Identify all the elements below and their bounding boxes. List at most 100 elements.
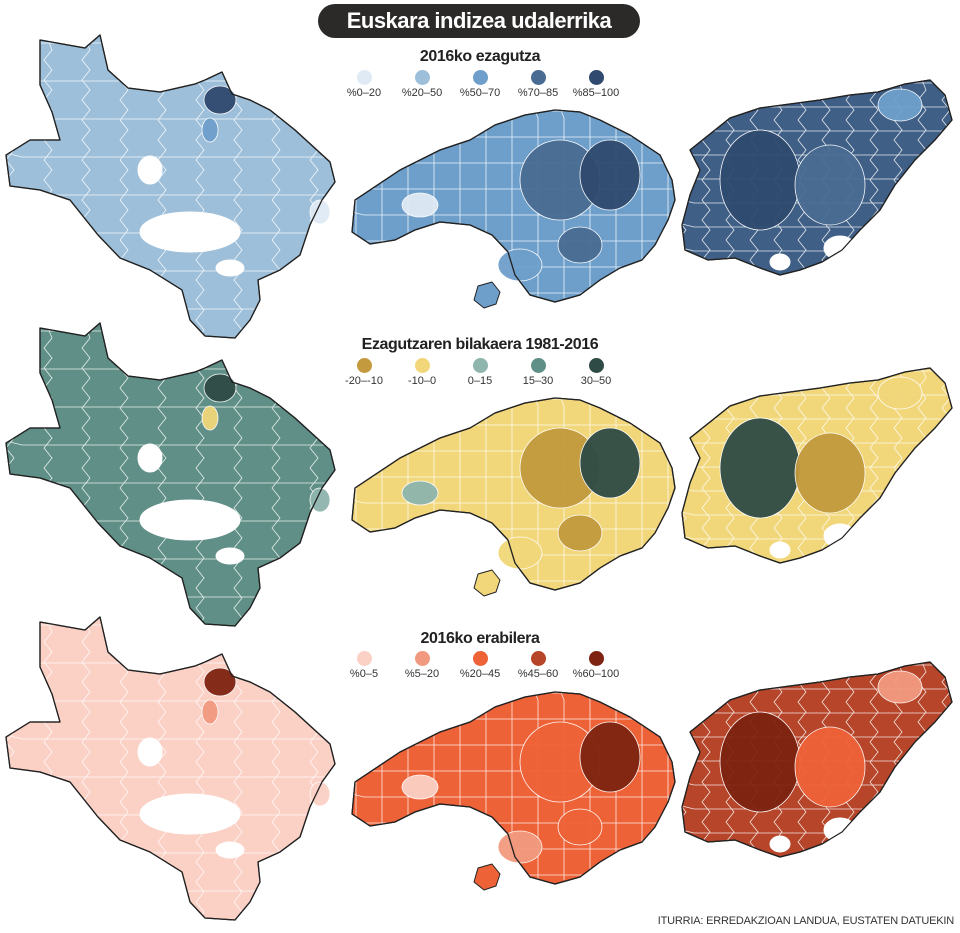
municipality-accent [401,774,439,800]
legend-item: %45–60 [509,651,567,680]
blank-area [137,737,163,767]
region-araba [5,322,336,627]
outline-araba [5,616,336,921]
outline-gipuzkoa [681,79,953,276]
legend-item: -10–0 [393,358,451,387]
region-araba [5,616,336,921]
legend-item: %0–20 [335,70,393,99]
legend-label: %85–100 [572,87,620,99]
legend-swatch [414,358,430,373]
blank-area [823,523,857,549]
blank-area [139,211,241,253]
legend-label: %60–100 [572,668,620,680]
blank-area [137,155,163,185]
municipality-accent [309,781,331,807]
municipality-accent [877,88,923,122]
region-island [473,281,501,309]
blank-area [137,443,163,473]
municipality-accent [497,830,543,864]
municipality-accent [309,199,331,225]
legend-swatch [530,358,546,373]
region-island [473,863,501,891]
legend-swatch [356,358,372,373]
legend-item: %0–5 [335,651,393,680]
municipality-accent [401,192,439,218]
municipality-accent [203,373,237,403]
blank-area [215,259,245,277]
panel-title-knowledge: 2016ko ezagutza [419,48,541,65]
municipality-accent [557,514,603,552]
blank-area [769,541,791,559]
municipality-accent [557,808,603,846]
outline-araba [5,322,336,627]
legend-label: %70–85 [517,87,559,99]
municipality-accent [203,85,237,115]
legend-swatch [588,358,604,373]
panel-title-usage: 2016ko erabilera [420,630,540,647]
municipality-accent [579,139,641,211]
legend-item: 0–15 [451,358,509,387]
municipality-accent [579,721,641,793]
legend-label: %45–60 [517,668,559,680]
legend-label: 0–15 [467,375,493,387]
legend-item: %20–50 [393,70,451,99]
legend-change: -20–-10 -10–0 0–15 15–30 30–50 [335,358,625,387]
municipality-accent [201,699,219,725]
source-note: ITURRIA: ERREDAKZIOAN LANDUA, EUSTATEN D… [657,915,954,927]
legend-label: %50–70 [459,87,501,99]
region-island [473,569,501,597]
legend-swatch [472,651,488,666]
outline-bizkaia [351,109,676,303]
legend-item: %50–70 [451,70,509,99]
legend-item: -20–-10 [335,358,393,387]
legend-swatch [588,70,604,85]
municipality-accent [201,405,219,431]
region-araba [5,34,336,339]
legend-label: %0–20 [346,87,382,99]
municipality-accent [719,711,801,813]
legend-item: %60–100 [567,651,625,680]
legend-label: 30–50 [580,375,612,387]
legend-swatch [414,70,430,85]
blank-area [823,817,857,843]
legend-label: %20–45 [459,668,501,680]
outline-gipuzkoa [681,661,953,858]
municipality-accent [794,726,866,808]
legend-label: %0–5 [349,668,379,680]
legend-swatch [356,651,372,666]
legend-item: 30–50 [567,358,625,387]
legend-item: 15–30 [509,358,567,387]
legend-swatch [588,651,604,666]
legend-item: %20–45 [451,651,509,680]
legend-label: 15–30 [522,375,554,387]
legend-label: -20–-10 [345,375,383,387]
municipality-accent [497,248,543,282]
municipality-accent [201,117,219,143]
legend-item: %5–20 [393,651,451,680]
panel-title-change: Ezagutzaren bilakaera 1981-2016 [361,336,599,353]
outline-gipuzkoa [681,367,953,564]
outline-bizkaia [351,397,676,591]
legend-label: %5–20 [404,668,440,680]
outline-araba [5,34,336,339]
municipality-accent [877,670,923,704]
legend-swatch [356,70,372,85]
municipality-accent [794,432,866,514]
municipality-accent [877,376,923,410]
municipality-accent [203,667,237,697]
legend-swatch [414,651,430,666]
legend-knowledge: %0–20 %20–50 %50–70 %70–85 %85–100 [335,70,625,99]
blank-area [215,547,245,565]
legend-label: -10–0 [407,375,437,387]
municipality-accent [309,487,331,513]
blank-area [769,253,791,271]
blank-area [823,235,857,261]
legend-swatch [472,358,488,373]
municipality-accent [401,480,439,506]
legend-item: %70–85 [509,70,567,99]
blank-area [139,499,241,541]
legend-usage: %0–5 %5–20 %20–45 %45–60 %60–100 [335,651,625,680]
municipality-accent [579,427,641,499]
legend-swatch [472,70,488,85]
